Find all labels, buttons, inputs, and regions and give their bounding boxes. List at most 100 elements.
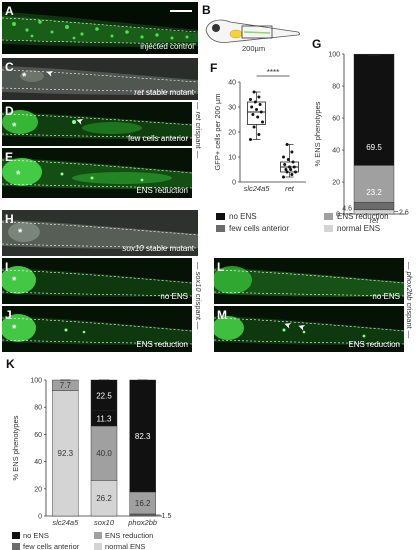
- y-tick-label: 20: [228, 130, 236, 137]
- panel-f-chart: F 0 10 20 30 40 GFP+ cells per 200 µm slc24a5 r…: [210, 62, 308, 212]
- data-point: [290, 150, 294, 154]
- x-tick-label: slc24a5: [52, 518, 79, 527]
- data-point: [285, 143, 289, 146]
- bar-segment-normal_ens: [52, 390, 79, 517]
- side-label-sox10: — sox10 crispant —: [194, 262, 203, 330]
- panel-letter: A: [5, 4, 14, 18]
- data-point: [252, 125, 256, 129]
- legend-label: no ENS: [23, 531, 49, 540]
- legend-item: few cells anterior: [216, 224, 289, 233]
- panel-e-fluorescence: [2, 148, 192, 198]
- swatch-ens-reduction: [324, 213, 333, 220]
- panel-letter: L: [217, 260, 225, 274]
- bar-segment-few_cells: [129, 513, 156, 517]
- x-tick-label: ret: [370, 216, 380, 224]
- scale-label: 200µm: [242, 44, 266, 53]
- panel-letter: B: [202, 3, 211, 17]
- panel-c-image: C * ➤ ret stable mutant: [2, 58, 198, 100]
- segment-label: 26.2: [96, 494, 112, 503]
- panel-h-image: H * sox10 stable mutant: [2, 210, 198, 256]
- data-point: [291, 160, 295, 164]
- data-point: [261, 120, 264, 124]
- y-tick-label: 0: [232, 180, 236, 187]
- legend-item: no ENS: [216, 212, 257, 221]
- y-tick-label: 10: [228, 155, 236, 162]
- panel-caption: ENS reduction: [136, 186, 188, 195]
- y-tick-label: 20: [34, 486, 42, 493]
- legend-label: no ENS: [229, 212, 257, 221]
- data-point: [294, 170, 297, 174]
- y-tick-label: 40: [34, 459, 42, 466]
- panel-caption: ENS reduction: [136, 340, 188, 349]
- legend-swatch-ens_reduction: [94, 532, 102, 539]
- segment-label: 22.5: [96, 391, 112, 400]
- y-axis-label: % ENS phenotypes: [313, 101, 322, 166]
- panel-letter: E: [5, 150, 14, 164]
- segment-label: 4.6: [342, 206, 352, 213]
- segment-label: 69.5: [366, 143, 382, 152]
- swatch-few-cells: [216, 225, 225, 232]
- legend-label: normal ENS: [337, 224, 381, 233]
- segment-label: 82.3: [135, 432, 151, 441]
- data-point: [255, 108, 258, 111]
- panel-j-image: J * ENS reduction: [2, 306, 192, 352]
- data-point: [253, 100, 257, 104]
- y-tick-label: 100: [328, 52, 340, 59]
- y-tick-label: 0: [336, 212, 340, 219]
- legend-label: ENS reduction: [337, 212, 389, 221]
- y-tick-label: 40: [332, 148, 340, 155]
- data-point: [290, 173, 294, 176]
- y-tick-label: 20: [332, 180, 340, 187]
- y-tick-label: 0: [38, 514, 42, 521]
- panel-caption: ENS reduction: [348, 340, 400, 349]
- panel-caption: sox10 stable mutant: [122, 244, 194, 253]
- segment-label: 92.3: [58, 449, 74, 458]
- segment-label: 40.0: [96, 449, 112, 458]
- data-point: [257, 133, 261, 136]
- panel-letter: J: [5, 308, 12, 322]
- segment-label: 16.2: [135, 499, 151, 508]
- panel-letter: I: [5, 260, 9, 274]
- panel-j-fluorescence: [2, 306, 192, 352]
- panel-h-brightfield: [2, 210, 198, 256]
- data-point: [258, 103, 262, 106]
- panel-letter: D: [5, 104, 14, 118]
- data-point: [284, 168, 288, 171]
- bar-segment-no_ens_top: [129, 379, 156, 493]
- data-point: [250, 105, 254, 109]
- panel-k-chart: K 0 20 40 60 80 100 % ENS phenotypes 92.3 7.7 slc…: [2, 356, 202, 550]
- panel-d-fluorescence: [2, 102, 192, 146]
- legend-label: normal ENS: [105, 542, 145, 550]
- y-axis-label: GFP+ cells per 200 µm: [213, 93, 222, 170]
- legend-top: no ENS ENS reduction few cells anterior …: [216, 212, 416, 242]
- panel-c-brightfield: [2, 58, 198, 100]
- data-point: [249, 98, 252, 101]
- asterisk-marker: *: [16, 169, 21, 181]
- panel-m-image: M ➤ ➤ ENS reduction: [214, 306, 404, 352]
- data-point: [288, 165, 291, 169]
- panel-letter: K: [6, 357, 15, 371]
- panel-i-fluorescence: [2, 258, 192, 304]
- significance-label: ****: [267, 68, 279, 77]
- data-point: [282, 155, 285, 159]
- panel-d-image: D * ➤ few cells anterior: [2, 102, 192, 146]
- data-point: [256, 115, 260, 119]
- panel-caption: few cells anterior: [127, 134, 188, 143]
- asterisk-marker: *: [22, 71, 27, 83]
- segment-label: 11.3: [97, 414, 113, 423]
- asterisk-marker: *: [18, 227, 23, 239]
- stacked-bar-chart: 0 20 40 60 80 100 % ENS phenotypes 92.3 7.7 slc24…: [11, 378, 172, 550]
- data-point: [285, 170, 289, 174]
- panel-m-fluorescence: [214, 306, 404, 352]
- bar-segment-few_cells: [353, 202, 395, 211]
- panel-caption: no ENS: [372, 292, 400, 301]
- legend-swatch-few_cells: [12, 543, 20, 550]
- x-tick-label: phox2bb: [127, 518, 157, 527]
- legend-item: ENS reduction: [324, 212, 389, 221]
- segment-label: 1.5: [162, 513, 172, 520]
- side-label-phox2bb: — phox2bb crispant —: [405, 262, 414, 339]
- panel-b-schematic: B 200µm: [200, 2, 304, 58]
- swatch-no-ens: [216, 213, 225, 220]
- legend-swatch-normal_ens: [94, 543, 102, 550]
- data-point: [249, 138, 252, 141]
